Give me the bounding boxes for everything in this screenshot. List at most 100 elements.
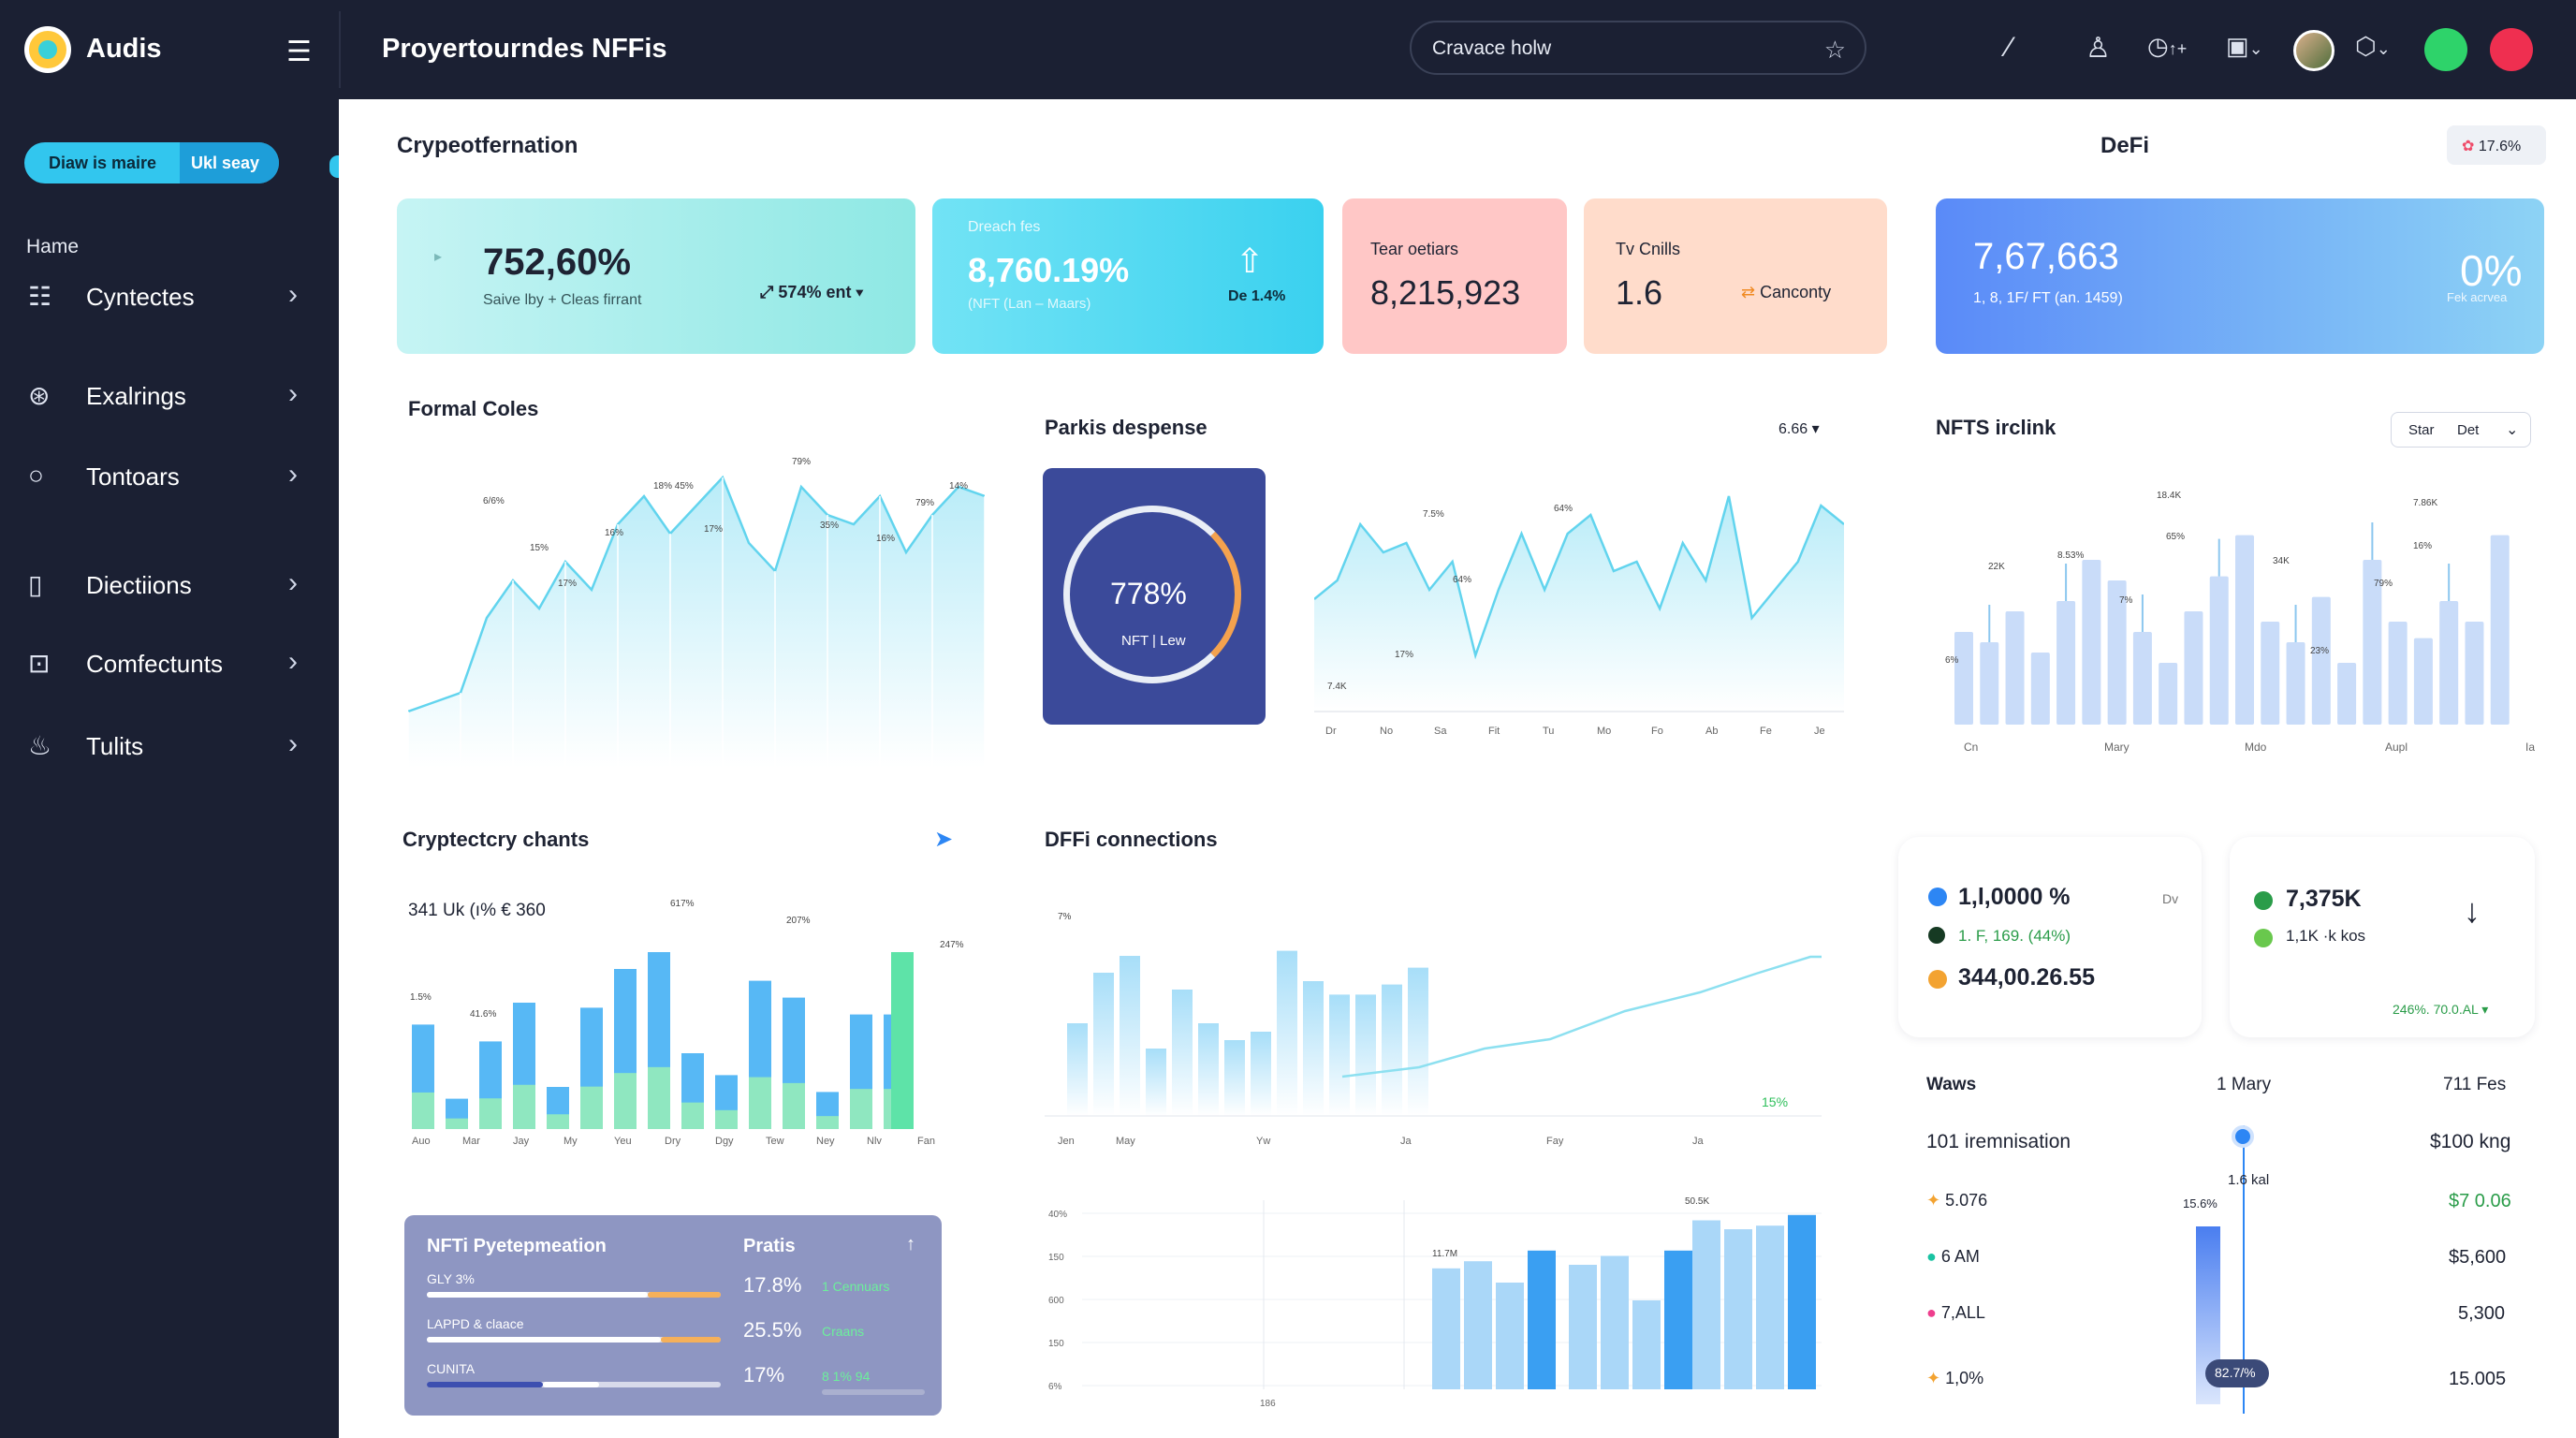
header-badge[interactable]: ✿ 17.6% (2447, 125, 2546, 165)
bullet-icon: ● (1926, 1247, 1937, 1266)
pill-right-label: Ukl seay (180, 142, 279, 183)
bar-segment (513, 1084, 535, 1129)
kpi-card[interactable]: Dreach fes 8,760.19% (NFT (Lan – Maars) … (932, 198, 1324, 354)
sidebar-item-cyntectes[interactable]: ☷ Cyntectes › (0, 268, 339, 324)
top-bar: Audis ☰ Proyertourndes NFFis ☆ ⁄ ♙ ◷↑+ ▣… (0, 0, 2576, 99)
bar (2439, 601, 2459, 725)
stat-sub: 1,1K ·k kos (2286, 927, 2366, 945)
sidebar-item-diectiions[interactable]: ▯ Diectiions › (0, 556, 339, 612)
sidebar-item-comfectunts[interactable]: ⊡ Comfectunts › (0, 635, 339, 691)
table-row[interactable]: ● 6 AM (1926, 1247, 1980, 1267)
search-bar[interactable]: ☆ (1410, 21, 1866, 75)
table-row[interactable]: ✦ 5.076 (1926, 1191, 1987, 1211)
data-label: 34K (2273, 556, 2290, 566)
nfts-chart: Cn Mary Mdo Aupl Ia do 18.4K 22K 8.53% 7% 65% 34K 7… (1945, 491, 2535, 754)
play-icon: ▸ (434, 249, 443, 265)
sidebar-item-tontoars[interactable]: ○ Tontoars › (0, 448, 339, 504)
table-row[interactable]: ✦ 1,0% (1926, 1369, 1983, 1388)
bar (1277, 950, 1297, 1116)
row-value: 15.005 (2449, 1369, 2507, 1389)
kpi-card[interactable]: Tv Cnills 1.6 ⇄ Canconty (1584, 198, 1887, 354)
list-icon: ☷ (28, 282, 52, 311)
row-label: 6 AM (1940, 1247, 1980, 1266)
section-title-defi: DeFi (2100, 133, 2150, 158)
kpi-card[interactable]: ▸ 752,60% Saive lby + Cleas firrant ⤢ 57… (397, 198, 915, 354)
bar (2235, 535, 2254, 725)
data-label: 79% (792, 457, 811, 467)
row-value: $5,600 (2449, 1247, 2507, 1268)
table-header: 711 Fes (2443, 1075, 2507, 1094)
trend-line (1341, 955, 1822, 1078)
x-tick-label: Ney (816, 1136, 835, 1147)
area-fill (408, 477, 985, 768)
nfts-dropdown[interactable]: Star Det ⌄ (2391, 412, 2531, 448)
star-icon[interactable]: ☆ (1823, 36, 1846, 64)
slider-handle[interactable] (2232, 1125, 2254, 1148)
row-fill-accent (648, 1292, 721, 1298)
bar (1788, 1214, 1816, 1389)
nft-panel: NFTi Pyetepmeation Pratis ↑ GLY 3% 17.8%… (404, 1215, 942, 1416)
spotify-icon[interactable] (2424, 28, 2467, 71)
sidebar-pill[interactable]: Diaw is maire Ukl seay (24, 142, 279, 183)
bar (1251, 1032, 1271, 1116)
image-icon: ⊡ (28, 649, 51, 678)
x-tick-label: Dr (1325, 726, 1337, 737)
table-row[interactable]: ● 7,ALL (1926, 1303, 1985, 1323)
download-icon[interactable]: ↓ (2464, 891, 2481, 930)
row-fill (427, 1382, 543, 1387)
x-tick-label: Aupl (2385, 741, 2408, 754)
data-label: 6% (1945, 655, 1959, 666)
x-tick-label: Cn (1964, 741, 1978, 754)
stats-card[interactable]: 1,l,0000 % Dv 1. F, 169. (44%) 344,00.26… (1898, 837, 2202, 1037)
wallet-icon[interactable]: ▣⌄ (2226, 32, 2263, 60)
coin-icon: ⊛ (28, 381, 51, 410)
stat-delta-label: 246%. 70.0.AL (2393, 1002, 2479, 1017)
app-name: Audis (86, 34, 162, 64)
chart-title: NFTS irclink (1936, 416, 2056, 439)
crypto-chants-chart: Auo Mar Jay My Yeu Dry Dgy Tew Ney Nlv Fan 617% 207%… (410, 899, 964, 1147)
stats-card[interactable]: 7,375K 1,1K ·k kos ↓ 246%. 70.0.AL ▾ (2230, 837, 2535, 1037)
x-tick-label: Fo (1651, 726, 1663, 737)
data-label: 41.6% (470, 1009, 496, 1020)
wallet-caret: ⌄ (2248, 39, 2263, 58)
area-fill (1314, 496, 1844, 712)
row-note: Craans (822, 1324, 865, 1339)
bar (1329, 994, 1350, 1116)
kpi-delta-label: 574% ent (778, 283, 852, 301)
y-tick-label: 600 (1048, 1296, 1064, 1306)
search-input[interactable] (1432, 36, 1807, 62)
formal-coles-chart: 6/6% 15% 17% 16% 18% 45% 17% 79% 35% 16% 79% 14% (408, 457, 985, 768)
sidebar-item-label: Cyntectes (86, 283, 195, 311)
app-logo (24, 26, 71, 73)
kpi-card[interactable]: Tear oetiars 8,215,923 (1342, 198, 1567, 354)
sidebar-item-exalrings[interactable]: ⊛ Exalrings › (0, 367, 339, 423)
chevron-down-icon: ⌄ (2506, 422, 2519, 438)
bar (2413, 638, 2433, 725)
app-icon[interactable] (2490, 28, 2533, 71)
row-fill-accent (661, 1337, 721, 1343)
bar (1224, 1040, 1245, 1116)
hamburger-icon[interactable]: ☰ (286, 37, 312, 67)
slider-track (2243, 1125, 2245, 1414)
area-line (408, 475, 985, 713)
sidebar-item-label: Comfectunts (86, 650, 223, 678)
pin-icon[interactable]: ➤ (934, 827, 954, 852)
bar-highlight (891, 952, 914, 1129)
user-icon[interactable]: ♙ (2086, 33, 2111, 64)
kpi-card-defi[interactable]: 7,67,663 1, 8, 1F/ FT (an. 1459) 0% Fek … (1936, 198, 2544, 354)
data-label: 22K (1988, 562, 2005, 572)
slider-badge: 82.7/% (2205, 1359, 2269, 1387)
arrow-up-icon[interactable]: ↑ (906, 1234, 915, 1255)
shield-icon[interactable]: ⬡⌄ (2355, 32, 2391, 60)
sidebar-item-tulits[interactable]: ♨ Tulits › (0, 717, 339, 773)
kpi-sub: Saive lby + Cleas firrant (483, 292, 642, 308)
edit-icon[interactable]: ⁄ (2007, 32, 2012, 63)
clock-icon[interactable]: ◷↑+ (2147, 32, 2188, 60)
bar (2159, 663, 2178, 725)
data-label: 14% (949, 481, 968, 492)
avatar[interactable] (2293, 30, 2334, 71)
period-dropdown[interactable]: 6.66 ▾ (1778, 421, 1820, 437)
row-label: 5.076 (1945, 1191, 1988, 1210)
dropdown-left: Star (2408, 422, 2435, 438)
kpi-delta: De 1.4% (1228, 288, 1286, 304)
